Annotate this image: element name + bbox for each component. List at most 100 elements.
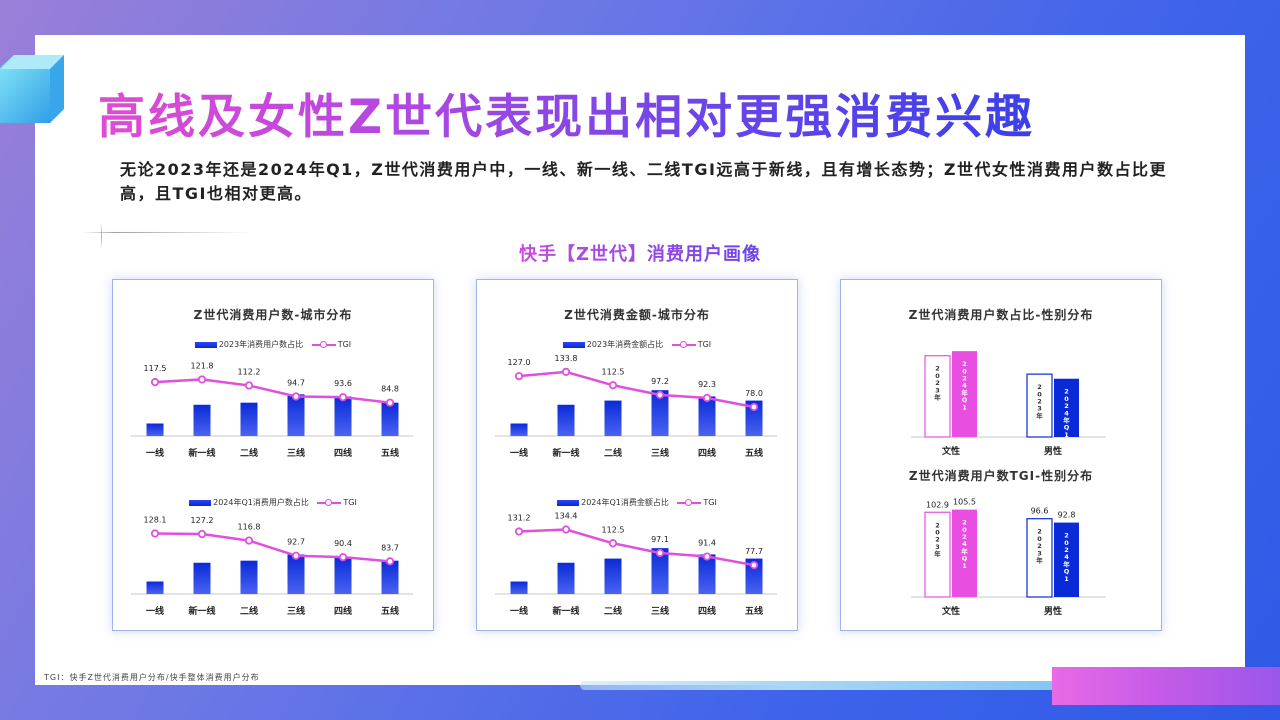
bar-year-label: 4 <box>1064 553 1069 561</box>
bar-year-label: 年 <box>961 388 968 397</box>
bar-year-label: 2 <box>935 365 940 373</box>
bar-year-label: 年 <box>934 393 941 402</box>
legend: 2023年消费用户数占比 TGI <box>113 339 433 350</box>
legend: 2024年Q1消费金额占比 TGI <box>477 497 797 508</box>
tgi-data-label: 97.1 <box>651 535 669 544</box>
x-tick-label: 一线 <box>146 447 164 459</box>
panel-gender: Z世代消费用户数占比-性别分布 2 0 2 3 年 2 0 2 4 年 Q 1 文性 2 0 2 3 年 2 0 2 4 年… <box>840 279 1162 631</box>
bar-year-label: 1 <box>1064 575 1069 583</box>
bar-2023 <box>1026 373 1053 438</box>
bar-year-label: 3 <box>1037 405 1042 413</box>
bar-year-label: 2 <box>1037 528 1042 536</box>
bar-year-label: Q <box>962 555 968 563</box>
tgi-point <box>338 393 348 402</box>
tgi-point <box>702 552 712 561</box>
bar-year-label: 3 <box>935 386 940 394</box>
bar <box>334 556 352 594</box>
tgi-data-label: 90.4 <box>334 539 352 548</box>
x-tick-label: 男性 <box>1044 445 1062 457</box>
tgi-data-label: 134.4 <box>555 512 578 521</box>
tgi-data-label: 131.2 <box>508 514 531 523</box>
legend: 2023年消费金额占比 TGI <box>477 339 797 350</box>
tgi-point <box>291 551 301 560</box>
bar <box>698 396 716 436</box>
tgi-point <box>561 525 571 534</box>
summary-text: 无论2023年还是2024年Q1，Z世代消费用户中，一线、新一线、二线TGI远高… <box>120 160 1168 203</box>
bar <box>193 404 211 436</box>
bar-2023 <box>1026 518 1053 598</box>
page-title: 高线及女性Z世代表现出相对更强消费兴趣 <box>98 78 1035 147</box>
bar-2024q1 <box>952 351 977 437</box>
x-tick-label: 三线 <box>287 447 305 459</box>
bar-year-label: Q <box>1064 568 1070 576</box>
footnote: TGI：快手Z世代消费用户分布/快手整体消费用户分布 <box>44 673 260 682</box>
bar <box>381 402 399 436</box>
bar-year-label: 0 <box>962 526 967 534</box>
tgi-point <box>514 527 524 536</box>
bar <box>240 560 258 594</box>
bar <box>510 423 528 436</box>
x-tick-label: 一线 <box>510 447 528 459</box>
tgi-line <box>154 532 391 563</box>
legend-bar-swatch <box>557 499 580 506</box>
x-tick-label: 五线 <box>745 605 763 617</box>
tgi-line <box>154 378 391 404</box>
tgi-data-label: 121.8 <box>191 361 214 370</box>
bar-year-label: 年 <box>1063 559 1070 568</box>
tgi-point <box>197 529 207 539</box>
tgi-data-label: 112.2 <box>238 367 261 376</box>
x-tick-label: 二线 <box>240 605 258 617</box>
panel-title: Z世代消费用户数-城市分布 <box>193 308 353 322</box>
bar-2023 <box>924 511 951 598</box>
bar-data-label: 105.5 <box>953 498 976 507</box>
tgi-point <box>702 393 712 403</box>
x-tick-label: 新一线 <box>188 447 215 459</box>
corner-cube-decoration <box>0 55 64 123</box>
bar <box>287 394 305 436</box>
bar-data-label: 102.9 <box>926 500 949 509</box>
legend-line-label: TGI <box>703 498 717 507</box>
bar <box>381 560 399 594</box>
bar-year-label: 2 <box>1064 402 1069 410</box>
bar <box>334 396 352 436</box>
panel-title-top: Z世代消费用户数占比-性别分布 <box>908 308 1094 322</box>
legend: 2024年Q1消费用户数占比 TGI <box>113 497 433 508</box>
x-tick-label: 四线 <box>334 447 352 459</box>
bar-year-label: 1 <box>1064 431 1069 439</box>
tgi-data-label: 116.8 <box>238 523 261 532</box>
bar-year-label: 0 <box>1037 390 1042 398</box>
x-tick-label: 五线 <box>381 447 399 459</box>
bar-year-label: 年 <box>1036 411 1043 420</box>
tgi-point <box>655 548 665 558</box>
bar <box>146 581 164 594</box>
x-tick-label: 一线 <box>510 605 528 617</box>
bar-year-label: 2 <box>1064 388 1069 396</box>
bar-year-label: 3 <box>1037 549 1042 557</box>
bar-year-label: Q <box>962 396 968 404</box>
bar <box>146 423 164 436</box>
tgi-point <box>385 557 395 566</box>
bar <box>510 581 528 594</box>
legend-line-label: TGI <box>343 498 357 507</box>
bar-2024q1 <box>1054 522 1079 597</box>
legend-bar-label: 2024年Q1消费用户数占比 <box>213 498 309 507</box>
legend-line-swatch <box>677 498 702 506</box>
bar <box>698 554 716 594</box>
tgi-data-label: 83.7 <box>381 543 399 552</box>
bar-year-label: 2 <box>962 533 967 541</box>
bar-year-label: 1 <box>962 403 967 411</box>
bar-data-label: 96.6 <box>1031 507 1049 516</box>
panel-amount-city: Z世代消费金额-城市分布 2023年消费金额占比 TGI 一线 新一线 二线 三线 四线… <box>476 279 798 631</box>
legend-line-swatch <box>317 498 342 506</box>
x-tick-label: 文性 <box>941 445 960 457</box>
bar-year-label: 3 <box>935 543 940 551</box>
bar-year-label: 4 <box>962 540 967 548</box>
section-subtitle: 快手【Z世代】消费用户画像 <box>518 244 762 265</box>
legend-line-swatch <box>671 340 696 348</box>
bar-2023 <box>924 355 951 438</box>
bar-year-label: 0 <box>1064 539 1069 547</box>
tgi-data-label: 94.7 <box>287 378 305 387</box>
x-tick-label: 一线 <box>146 605 164 617</box>
bar-year-label: 1 <box>962 562 967 570</box>
